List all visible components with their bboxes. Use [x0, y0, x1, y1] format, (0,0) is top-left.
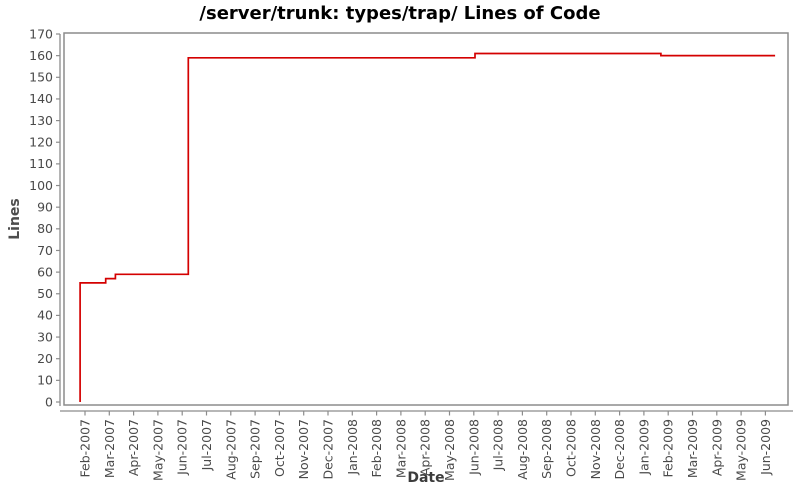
y-tick-label: 110 — [29, 156, 53, 171]
x-tick-label: May-2008 — [442, 419, 457, 481]
x-tick-label: Oct-2008 — [564, 419, 579, 477]
y-tick-label: 160 — [29, 48, 53, 63]
y-tick-label: 140 — [29, 91, 53, 106]
x-tick-label: Jun-2008 — [466, 419, 481, 476]
x-tick-label: Feb-2009 — [661, 419, 676, 478]
x-tick-label: Aug-2007 — [223, 419, 238, 480]
y-tick-label: 120 — [29, 135, 53, 150]
x-tick-label: Apr-2008 — [418, 419, 433, 476]
x-tick-label: Oct-2007 — [272, 419, 287, 477]
x-tick-label: Sep-2007 — [248, 419, 263, 479]
x-tick-label: Mar-2009 — [685, 419, 700, 478]
x-tick-label: May-2007 — [150, 419, 165, 481]
x-tick-label: Jun-2009 — [758, 419, 773, 476]
loc-step-line — [79, 52, 776, 402]
y-tick-label: 150 — [29, 70, 53, 85]
y-tick-label: 90 — [37, 199, 53, 214]
x-axis-title: Date — [407, 470, 445, 486]
x-tick-label: May-2009 — [734, 419, 749, 481]
x-tick-label: Sep-2008 — [539, 419, 554, 479]
x-tick-label: Dec-2008 — [612, 419, 627, 480]
x-tick-label: Jan-2008 — [345, 419, 360, 476]
y-tick-label: 70 — [37, 243, 53, 258]
y-tick-label: 130 — [29, 113, 53, 128]
y-tick-label: 60 — [37, 264, 53, 279]
x-tick-label: Aug-2008 — [515, 419, 530, 480]
x-tick-label: Apr-2007 — [126, 419, 141, 476]
x-tick-label: Apr-2009 — [709, 419, 724, 476]
y-tick-label: 30 — [37, 329, 53, 344]
x-tick-label: Nov-2007 — [296, 419, 311, 479]
y-tick-label: 170 — [29, 26, 53, 41]
y-tick-label: 50 — [37, 286, 53, 301]
x-tick-label: Feb-2008 — [369, 419, 384, 478]
y-tick-label: 0 — [45, 394, 53, 409]
x-tick-label: Jul-2007 — [199, 419, 214, 471]
x-tick-label: Jan-2009 — [636, 419, 651, 476]
x-tick-label: Mar-2007 — [102, 419, 117, 478]
x-tick-label: Jun-2007 — [175, 419, 190, 476]
x-tick-label: Feb-2007 — [78, 419, 93, 477]
plot-frame — [63, 32, 789, 406]
x-tick-label: Mar-2008 — [393, 419, 408, 478]
x-tick-label: Dec-2007 — [321, 419, 336, 480]
chart-title: /server/trunk: types/trap/ Lines of Code — [199, 3, 601, 24]
y-tick-label: 20 — [37, 351, 53, 366]
y-tick-label: 100 — [29, 178, 53, 193]
y-tick-label: 10 — [37, 373, 53, 388]
x-tick-label: Nov-2008 — [588, 419, 603, 479]
y-tick-label: 40 — [37, 308, 53, 323]
y-tick-label: 80 — [37, 221, 53, 236]
x-tick-label: Jul-2008 — [491, 419, 506, 471]
